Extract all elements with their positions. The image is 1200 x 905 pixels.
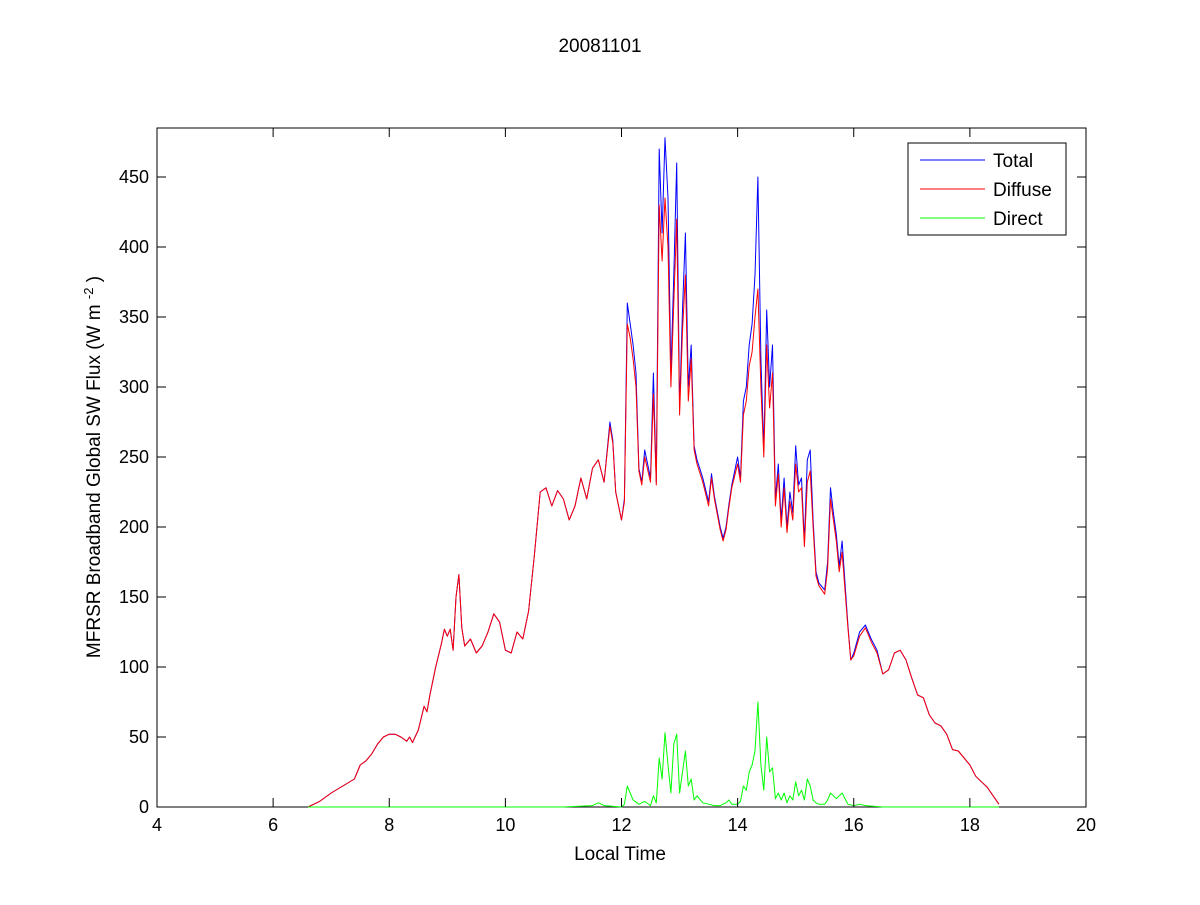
y-axis-label-main: MFRSR Broadband Global SW Flux (W m bbox=[84, 304, 105, 658]
y-tick-label: 450 bbox=[119, 167, 149, 187]
x-tick-label: 14 bbox=[728, 815, 748, 835]
y-tick-label: 300 bbox=[119, 377, 149, 397]
y-tick-label: 100 bbox=[119, 657, 149, 677]
x-tick-label: 4 bbox=[152, 815, 162, 835]
legend-label-total: Total bbox=[993, 151, 1033, 172]
y-axis-label: MFRSR Broadband Global SW Flux (W m -2 ) bbox=[77, 276, 105, 658]
x-tick-label: 10 bbox=[495, 815, 515, 835]
x-tick-label: 8 bbox=[384, 815, 394, 835]
plot-area bbox=[156, 127, 1087, 808]
y-tick-label: 150 bbox=[119, 587, 149, 607]
x-tick-label: 6 bbox=[268, 815, 278, 835]
series-line-direct bbox=[308, 701, 999, 808]
x-axis: 4 6 8 10 12 14 16 18 20 bbox=[152, 128, 1096, 835]
legend: Total Diffuse Direct bbox=[907, 142, 1067, 236]
series-line-diffuse bbox=[307, 197, 1000, 808]
chart-title: 20081101 bbox=[558, 36, 641, 57]
legend-label-direct: Direct bbox=[993, 209, 1043, 230]
y-axis-label-close: ) bbox=[84, 276, 105, 282]
y-tick-label: 200 bbox=[119, 517, 149, 537]
y-tick-label: 50 bbox=[129, 727, 149, 747]
x-axis-label: Local Time bbox=[574, 844, 666, 865]
x-tick-label: 20 bbox=[1076, 815, 1096, 835]
legend-label-diffuse: Diffuse bbox=[993, 180, 1052, 201]
x-tick-label: 16 bbox=[844, 815, 864, 835]
y-axis-label-exponent: -2 bbox=[81, 288, 96, 300]
y-axis: 0 50 100 150 200 250 300 350 400 450 bbox=[119, 167, 1086, 817]
y-tick-label: 400 bbox=[119, 237, 149, 257]
y-tick-label: 250 bbox=[119, 447, 149, 467]
y-tick-label: 0 bbox=[139, 797, 149, 817]
x-tick-label: 18 bbox=[960, 815, 980, 835]
series-layer bbox=[307, 137, 1000, 808]
y-tick-label: 350 bbox=[119, 307, 149, 327]
x-tick-label: 12 bbox=[611, 815, 631, 835]
